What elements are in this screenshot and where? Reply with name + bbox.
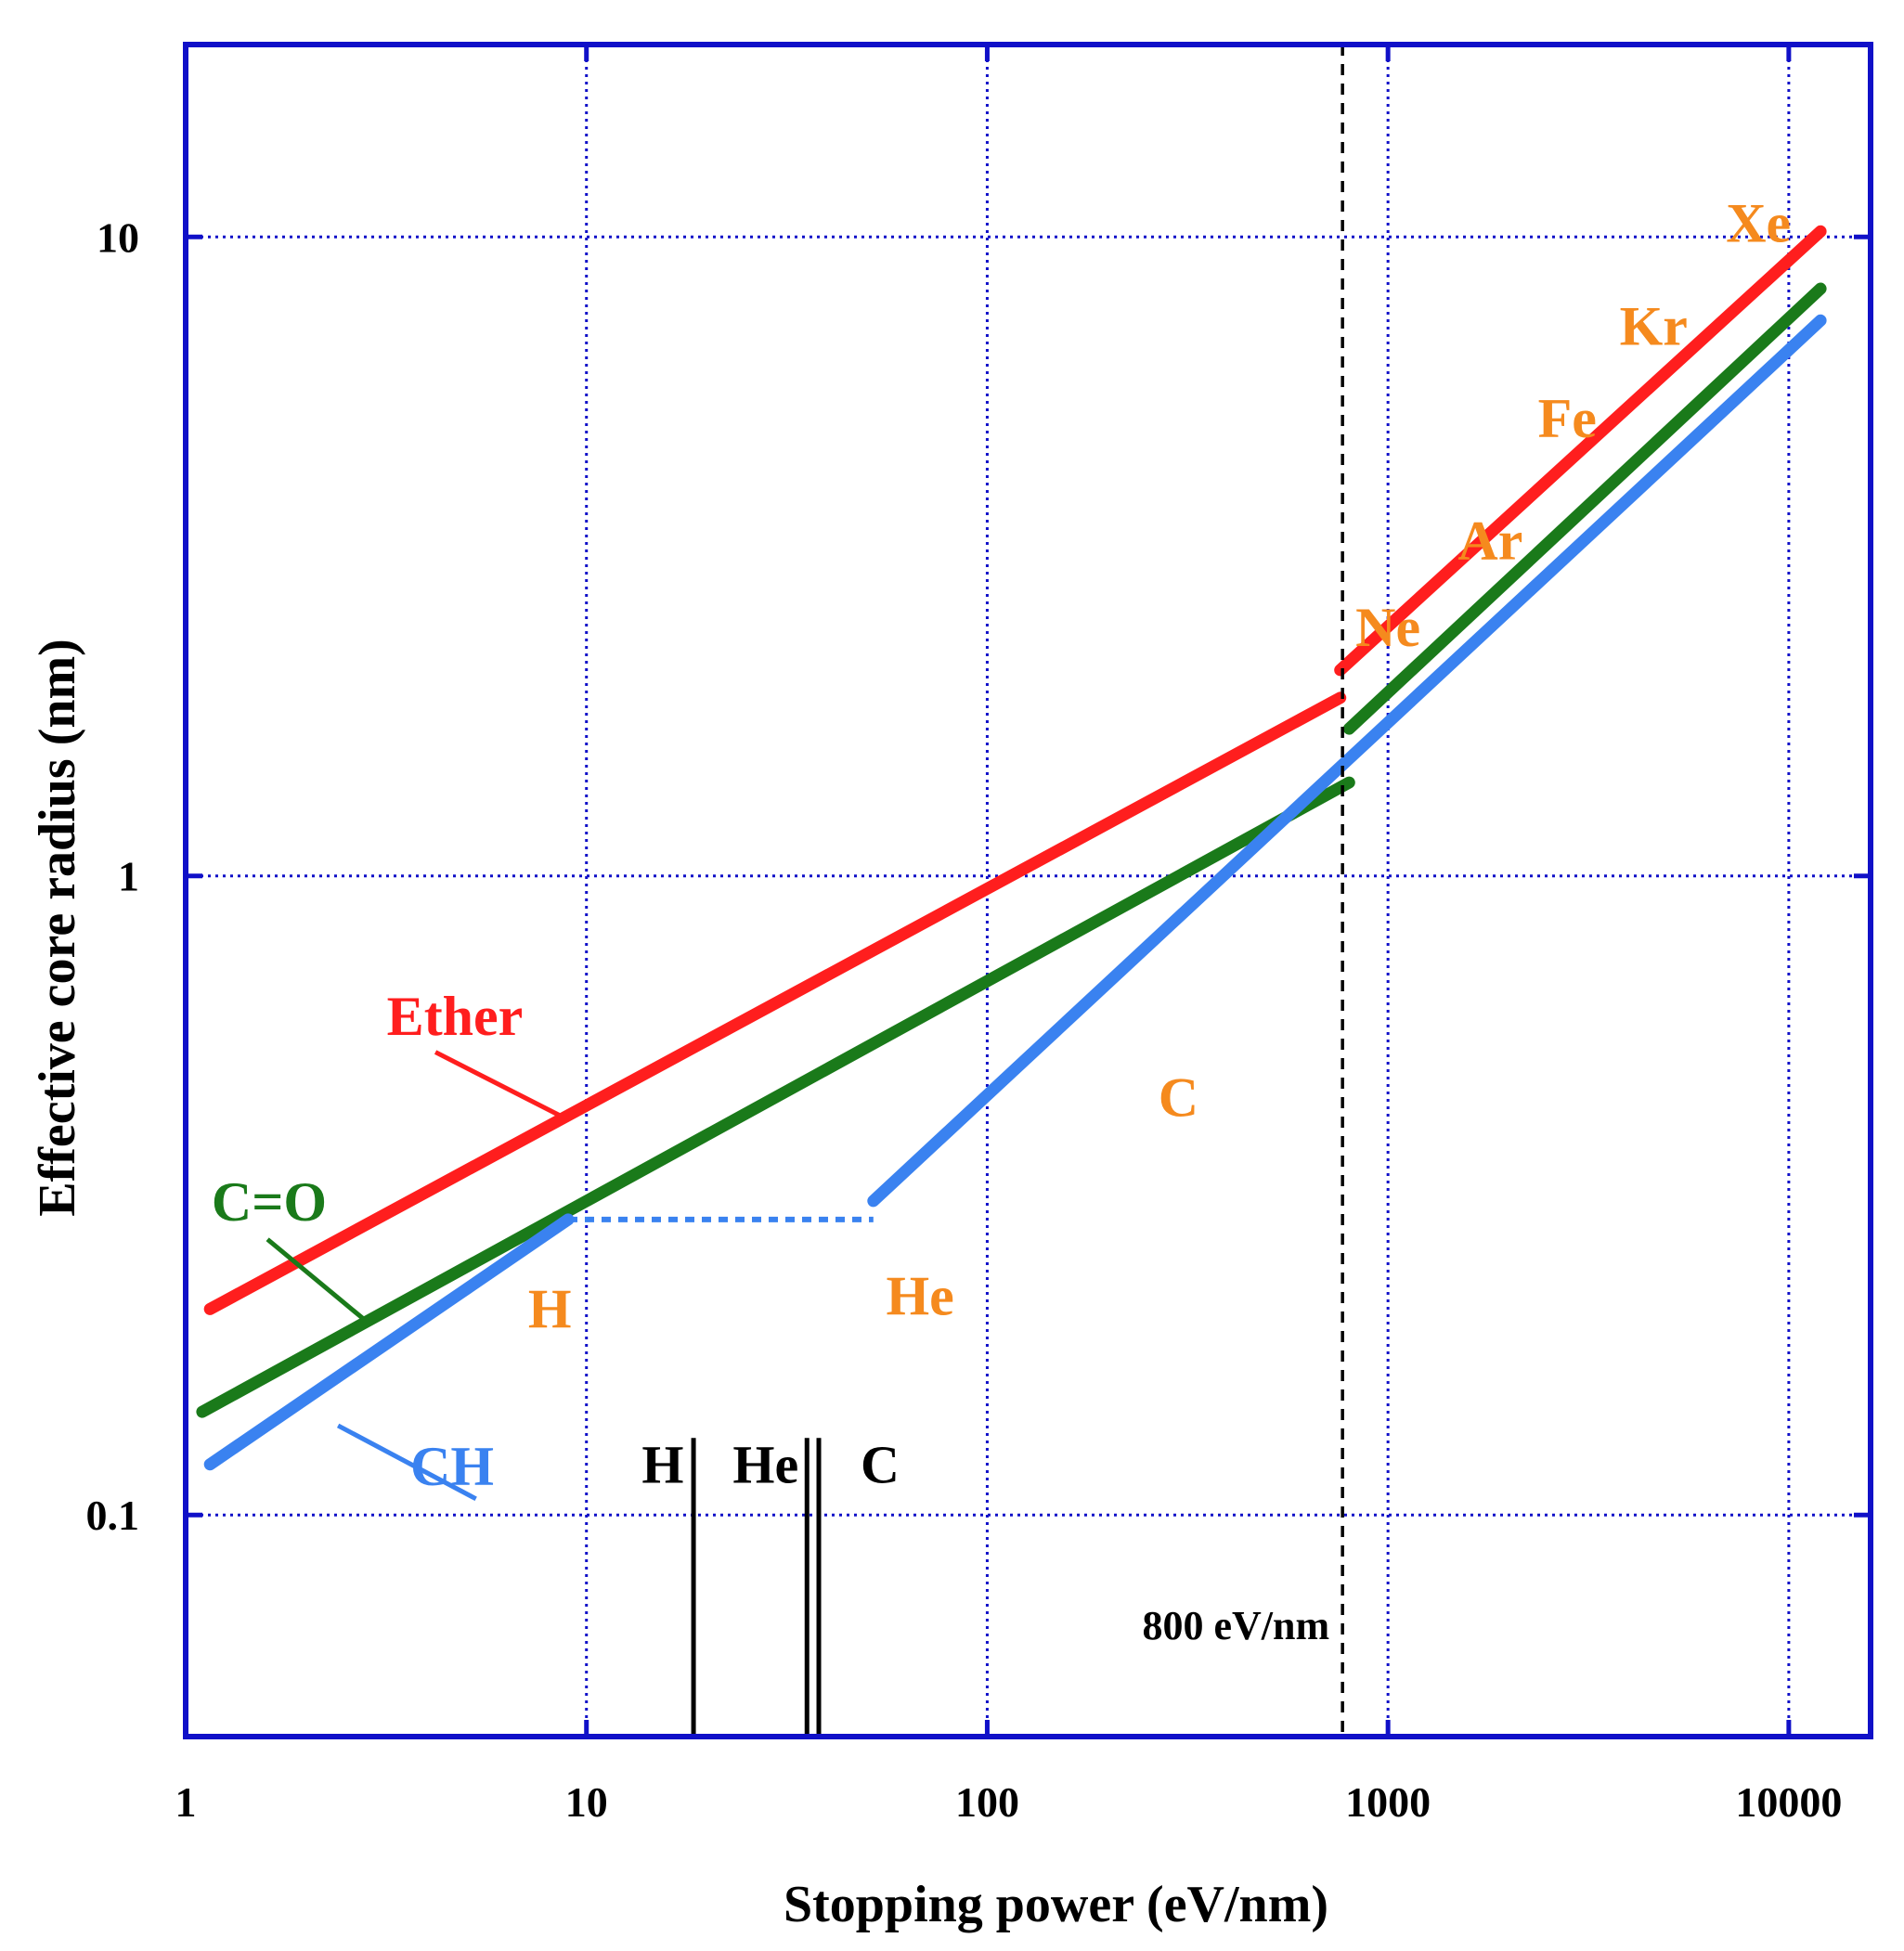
x-axis-title: Stopping power (eV/nm) <box>784 1876 1328 1933</box>
series-label: CH <box>410 1436 494 1497</box>
ion-annotation: Fe <box>1538 388 1597 449</box>
series-line-ether <box>203 691 1347 1315</box>
ion-annotation: Ar <box>1457 510 1522 571</box>
y-tick-label: 1 <box>118 853 139 900</box>
series-lines <box>196 225 1827 1471</box>
x-tick-label: 10000 <box>1735 1778 1842 1826</box>
y-axis-title: Effective core radius (nm) <box>29 639 86 1217</box>
series-label-leader <box>434 1050 563 1119</box>
series-line-c-o <box>196 776 1355 1418</box>
series-line-ch <box>867 314 1827 1208</box>
ion-marker-label: H <box>641 1435 683 1495</box>
threshold-label: 800 eV/nm <box>1142 1603 1329 1648</box>
grid <box>186 45 1871 1737</box>
ion-annotation: Kr <box>1620 295 1688 356</box>
series-line-ether <box>1334 225 1827 677</box>
series-label-leader <box>336 1423 477 1502</box>
series-line-c-o <box>1342 282 1827 735</box>
axis-ticks: 1 10 100 1000 10000 0.1 1 10 <box>86 45 1871 1826</box>
x-tick-label: 10 <box>565 1778 608 1826</box>
series-label-leader <box>266 1237 369 1324</box>
ion-marker-label: He <box>732 1435 798 1495</box>
ion-annotation: C <box>1159 1067 1198 1129</box>
ion-annotation: Xe <box>1726 193 1791 254</box>
y-tick-label: 0.1 <box>86 1492 140 1539</box>
x-tick-label: 1 <box>175 1778 197 1826</box>
x-tick-label: 1000 <box>1345 1778 1431 1826</box>
ion-annotation: H <box>528 1278 572 1339</box>
plot-frame <box>183 42 1873 1739</box>
series-label: C=O <box>212 1171 327 1233</box>
ion-markers: 800 eV/nm H He C <box>641 45 1344 1737</box>
ion-annotation: Ne <box>1355 597 1420 658</box>
ion-marker-label: C <box>861 1435 900 1495</box>
series-line-ch <box>203 1213 575 1471</box>
ion-annotation: He <box>886 1265 953 1326</box>
x-tick-label: 100 <box>955 1778 1019 1826</box>
series-label: Ether <box>387 986 524 1047</box>
y-tick-label: 10 <box>97 213 139 261</box>
